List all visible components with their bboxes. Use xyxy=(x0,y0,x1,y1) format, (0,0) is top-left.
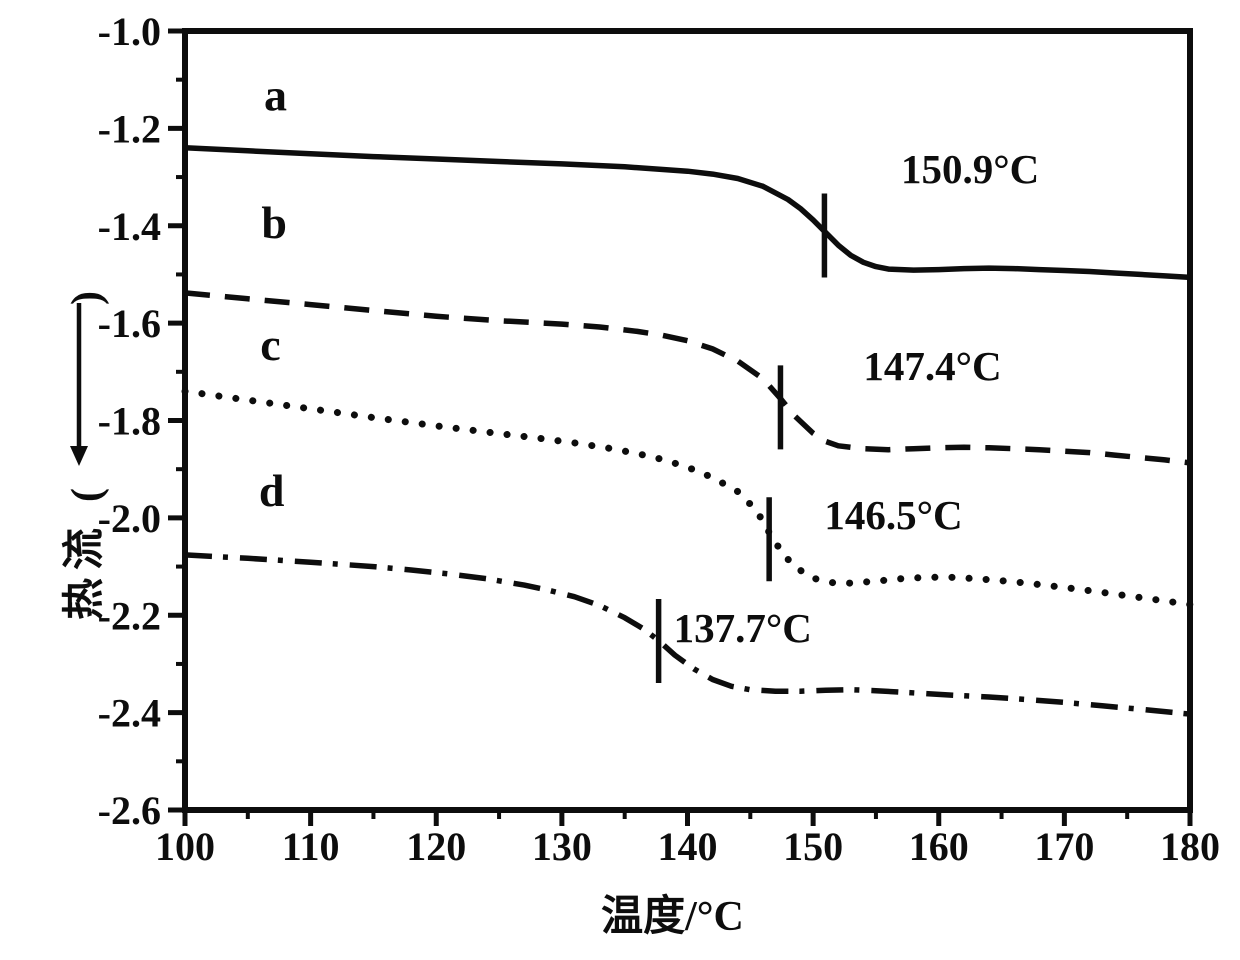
y-axis-title-text: 热流 xyxy=(61,520,108,620)
x-tick-label: 150 xyxy=(783,824,843,869)
curve-d xyxy=(184,552,1191,717)
x-tick-label: 170 xyxy=(1034,824,1094,869)
tg-annotation-b: 147.4°C xyxy=(863,343,1001,389)
tg-annotation-a: 150.9°C xyxy=(901,146,1039,192)
x-tick-label: 130 xyxy=(532,824,592,869)
series-letter-a: a xyxy=(264,69,287,120)
curve-b xyxy=(184,290,1191,466)
y-tick-label: -1.4 xyxy=(98,204,161,249)
y-axis-title-open-paren: ( xyxy=(64,488,110,502)
y-tick-label: -2.6 xyxy=(98,788,161,833)
x-tick-label: 180 xyxy=(1160,824,1220,869)
y-tick-label: -1.8 xyxy=(98,399,161,444)
y-tick-label: -1.6 xyxy=(98,301,161,346)
curves-group xyxy=(181,145,1194,717)
y-axis-arrow-head-icon xyxy=(70,446,88,466)
y-tick-label: -1.2 xyxy=(98,106,161,151)
tg-annotation-d: 137.7°C xyxy=(674,605,812,651)
series-letter-c: c xyxy=(260,319,280,370)
y-tick-label: -2.2 xyxy=(98,593,161,638)
curve-a xyxy=(184,145,1191,281)
x-tick-label: 120 xyxy=(406,824,466,869)
tg-annotation-c: 146.5°C xyxy=(824,492,962,538)
x-tick-label: 110 xyxy=(282,824,340,869)
y-tick-label: -1.0 xyxy=(98,9,161,54)
axis-ticks-group xyxy=(168,28,1193,826)
x-axis-title: 温度/°C xyxy=(601,893,744,940)
x-tick-label: 100 xyxy=(155,824,215,869)
transition-markers-group xyxy=(655,193,828,684)
series-letter-b: b xyxy=(261,197,287,248)
labels-group: 100 110 120 130 140 150 160 170 180 -1.0 -1.2 -1.4 -… xyxy=(61,9,1220,940)
x-tick-label: 140 xyxy=(658,824,718,869)
x-tick-label: 160 xyxy=(909,824,969,869)
y-tick-label: -2.0 xyxy=(98,496,161,541)
y-tick-label: -2.4 xyxy=(98,691,161,736)
curve-c xyxy=(181,387,1194,608)
y-axis-title-close-paren: ) xyxy=(64,291,110,305)
series-letter-d: d xyxy=(259,465,285,516)
